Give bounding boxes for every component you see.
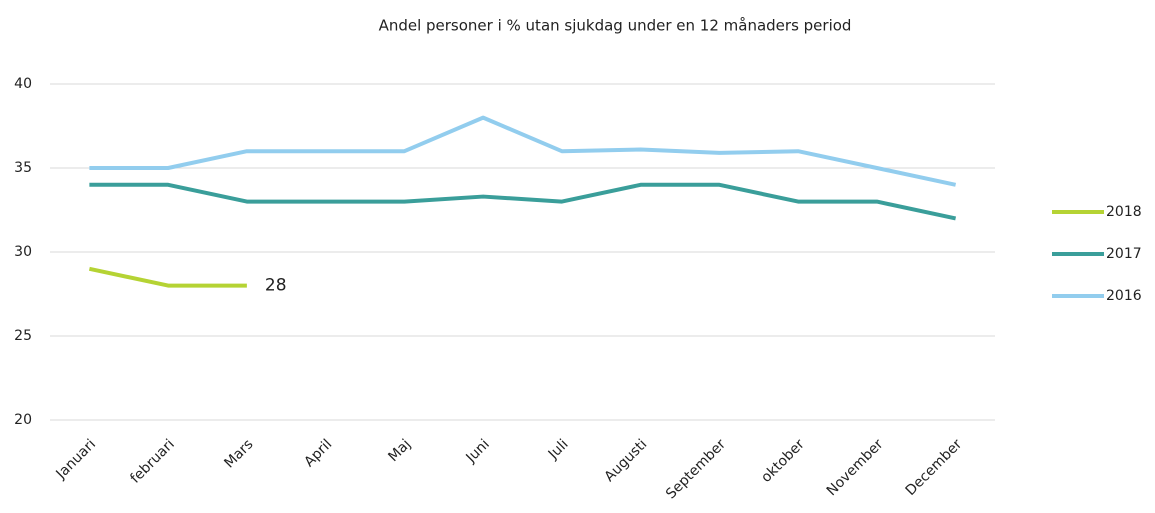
data-label: 28 xyxy=(265,276,287,296)
y-tick-label: 35 xyxy=(14,160,32,176)
x-tick-label: Mars xyxy=(221,436,256,471)
x-tick-label: februari xyxy=(127,436,177,486)
x-tick-label: Juni xyxy=(463,436,493,466)
y-tick-label: 25 xyxy=(14,328,32,344)
legend-label: 2016 xyxy=(1106,288,1142,304)
x-tick-label: oktober xyxy=(758,436,808,486)
x-tick-label: Maj xyxy=(385,436,414,465)
series-line xyxy=(89,115,957,187)
x-tick-label: April xyxy=(301,436,335,470)
y-tick-label: 30 xyxy=(14,244,32,260)
y-tick-label: 40 xyxy=(14,76,32,92)
x-tick-label: September xyxy=(663,436,729,502)
series-line xyxy=(89,182,957,221)
x-tick-label: December xyxy=(903,436,966,499)
x-tick-label: Januari xyxy=(53,436,99,482)
legend-label: 2018 xyxy=(1106,204,1142,220)
y-tick-label: 20 xyxy=(14,412,32,428)
x-tick-label: Augusti xyxy=(602,436,651,485)
x-tick-label: Juli xyxy=(545,436,572,463)
legend-label: 2017 xyxy=(1106,246,1142,262)
series-line xyxy=(88,266,247,288)
x-tick-label: November xyxy=(824,436,887,499)
chart-title: Andel personer i % utan sjukdag under en… xyxy=(379,17,852,35)
